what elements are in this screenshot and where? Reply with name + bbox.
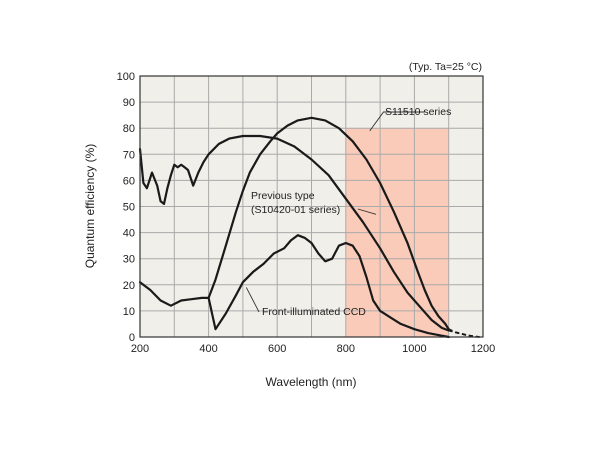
plot-frame bbox=[139, 75, 484, 338]
x-tick-label: 200 bbox=[131, 343, 149, 355]
series-previous-type-line bbox=[138, 134, 450, 332]
series-layer bbox=[138, 116, 480, 339]
y-tick-label: 0 bbox=[129, 332, 135, 344]
y-tick-label: 40 bbox=[123, 228, 135, 240]
y-tick-label: 50 bbox=[123, 202, 135, 214]
annotation-leader-layer bbox=[245, 111, 425, 313]
annotation-previous-type-model: (S10420-01 series) bbox=[251, 204, 340, 216]
leader-s11510 bbox=[369, 111, 425, 132]
leader-previous-type bbox=[357, 208, 377, 215]
series-previous-type-dashed-tail bbox=[448, 329, 480, 338]
annotation-front-illuminated-ccd: Front-illuminated CCD bbox=[262, 306, 366, 318]
y-axis-label: Quantum efficiency (%) bbox=[83, 144, 97, 269]
series-s11510-line bbox=[207, 116, 450, 331]
y-tick-label: 30 bbox=[123, 254, 135, 266]
x-tick-label: 1200 bbox=[471, 343, 495, 355]
y-tick-label: 100 bbox=[117, 71, 135, 83]
y-tick-label: 10 bbox=[123, 306, 135, 318]
x-tick-label: 1000 bbox=[402, 343, 426, 355]
annotation-s11510: S11510 series bbox=[385, 106, 451, 118]
annotation-previous-type: Previous type bbox=[251, 190, 315, 202]
grid-layer bbox=[140, 76, 483, 337]
conditions-note: (Typ. Ta=25 °C) bbox=[409, 61, 482, 73]
x-axis-label: Wavelength (nm) bbox=[266, 375, 357, 389]
x-tick-label: 600 bbox=[268, 343, 286, 355]
tick-label-layer: 200 400 600 800 1000 1200 0 10 20 30 40 50 60 70 80 90 1… bbox=[117, 71, 496, 355]
y-tick-label: 70 bbox=[123, 149, 135, 161]
frame-layer bbox=[139, 75, 484, 338]
x-tick-label: 800 bbox=[337, 343, 355, 355]
x-tick-label: 400 bbox=[199, 343, 217, 355]
series-front-illuminated-ccd-line bbox=[138, 234, 450, 339]
y-tick-label: 90 bbox=[123, 97, 135, 109]
leader-front-illuminated-ccd bbox=[245, 287, 260, 313]
y-tick-label: 60 bbox=[123, 175, 135, 187]
y-tick-label: 80 bbox=[123, 123, 135, 135]
y-tick-label: 20 bbox=[123, 280, 135, 292]
